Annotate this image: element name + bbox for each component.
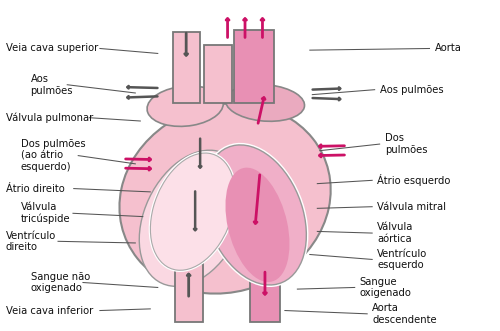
Text: Aorta
descendente: Aorta descendente [372, 303, 437, 325]
Text: Válvula
aórtica: Válvula aórtica [377, 222, 414, 244]
Text: Aos
pulmões: Aos pulmões [30, 74, 73, 96]
Ellipse shape [150, 153, 235, 270]
Text: Sangue
oxigenado: Sangue oxigenado [360, 277, 412, 298]
Ellipse shape [147, 86, 224, 126]
Ellipse shape [226, 84, 304, 121]
Bar [175, 264, 203, 322]
Ellipse shape [120, 103, 330, 294]
Ellipse shape [226, 167, 290, 282]
Text: Válvula mitral: Válvula mitral [377, 202, 446, 212]
Text: Ventrículo
direito: Ventrículo direito [6, 230, 56, 252]
Text: Dos pulmões
(ao átrio
esquerdo): Dos pulmões (ao átrio esquerdo) [20, 139, 86, 172]
Ellipse shape [150, 153, 235, 270]
Text: Válvula
tricúspide: Válvula tricúspide [20, 202, 70, 224]
Bar [204, 45, 232, 103]
Bar [250, 264, 280, 322]
Text: Veia cava inferior: Veia cava inferior [6, 306, 93, 315]
Text: Aos pulmões: Aos pulmões [380, 85, 444, 95]
Text: Válvula pulmonar: Válvula pulmonar [6, 113, 93, 123]
Text: Átrio esquerdo: Átrio esquerdo [377, 174, 450, 186]
Text: Aorta: Aorta [434, 43, 462, 54]
Ellipse shape [204, 145, 306, 285]
Text: Ventrículo
esquerdo: Ventrículo esquerdo [377, 249, 428, 270]
Text: Dos
pulmões: Dos pulmões [384, 133, 427, 155]
Ellipse shape [204, 145, 306, 285]
Text: Veia cava superior: Veia cava superior [6, 43, 98, 54]
Text: Sangue não
oxigenado: Sangue não oxigenado [30, 272, 90, 293]
Bar [172, 32, 200, 103]
Bar [234, 30, 274, 103]
Ellipse shape [140, 150, 246, 286]
Text: Átrio direito: Átrio direito [6, 184, 64, 194]
